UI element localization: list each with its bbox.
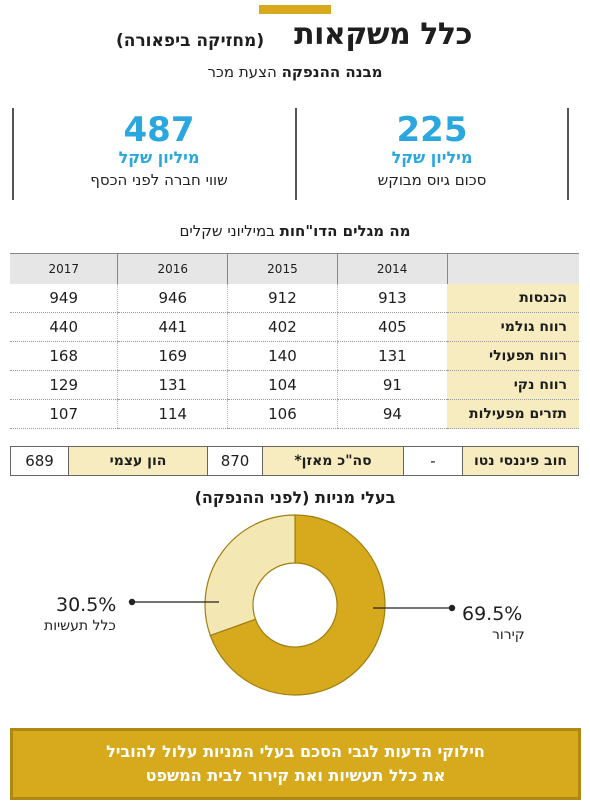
table-cell: 913 xyxy=(336,283,447,313)
table-heading-unit: במיליוני שקלים xyxy=(179,222,275,240)
table-cell: 946 xyxy=(117,283,228,313)
table-cell: 440 xyxy=(10,312,118,342)
slice-value-label: 69.5% xyxy=(462,603,523,625)
footer-line-1: חילוקי הדעות לגבי הסכם בעלי המניות עלול … xyxy=(106,742,485,761)
table-cell: 131 xyxy=(336,341,447,371)
net-debt-value: - xyxy=(403,447,463,475)
table-cell: 94 xyxy=(336,399,447,429)
financials-table: 2017 2016 2015 2014 949 946 912 913 הכנס… xyxy=(10,253,579,429)
year-header: 2014 xyxy=(336,253,447,284)
table-cell: 129 xyxy=(10,370,118,400)
table-cell: 402 xyxy=(227,312,338,342)
table-heading-bold: מה מגלים הדו"חות xyxy=(279,222,411,240)
table-row: 107 114 106 94 תזרים מפעילות xyxy=(10,399,579,429)
leader-dot xyxy=(448,604,456,612)
divider-middle xyxy=(295,108,297,200)
table-cell: 169 xyxy=(117,341,228,371)
stat-description: סכום גיוס מבוקש xyxy=(377,171,487,189)
stat-value: 487 xyxy=(123,110,195,150)
equity-label: הון עצמי xyxy=(69,447,207,475)
slice-value-label: 30.5% xyxy=(56,594,117,616)
table-cell: 441 xyxy=(117,312,228,342)
donut-slice xyxy=(209,514,386,696)
table-cell: 104 xyxy=(227,370,338,400)
offer-structure-label: מבנה ההנפקה xyxy=(281,63,383,81)
net-debt-label: חוב פיננסי נטו xyxy=(463,447,578,475)
row-label: רווח גולמי xyxy=(447,312,579,342)
stat-pre-money-value: 487 מיליון שקל שווי חברה לפני הכסף xyxy=(24,112,294,192)
stat-unit: מיליון שקל xyxy=(118,148,200,167)
table-cell: 405 xyxy=(336,312,447,342)
table-cell: 912 xyxy=(227,283,338,313)
row-label: הכנסות xyxy=(447,283,579,313)
slice-name-label: כלל תעשיות xyxy=(44,618,116,634)
offer-structure-line: מבנה ההנפקה הצעת מכר xyxy=(0,63,590,81)
stat-description: שווי חברה לפני הכסף xyxy=(90,171,228,189)
row-label: תזרים מפעילות xyxy=(447,399,579,429)
slice-name-label: קירור xyxy=(492,627,525,643)
table-cell: 106 xyxy=(227,399,338,429)
donut-slice xyxy=(204,514,296,637)
balance-strip: חוב פיננסי נטו - סה"כ מאזן* 870 הון עצמי… xyxy=(10,446,579,476)
stat-unit: מיליון שקל xyxy=(391,148,473,167)
leader-dot xyxy=(128,598,136,606)
equity-value: 689 xyxy=(11,447,69,475)
offer-type: הצעת מכר xyxy=(207,63,277,81)
accent-bar xyxy=(259,5,331,14)
year-header: 2017 xyxy=(10,253,118,284)
table-cell: 949 xyxy=(10,283,118,313)
page-title: כלל משקאות xyxy=(294,17,472,52)
table-cell: 131 xyxy=(117,370,228,400)
table-header-row: 2017 2016 2015 2014 xyxy=(10,253,579,284)
row-label: רווח תפעולי xyxy=(447,341,579,371)
total-balance-label: סה"כ מאזן* xyxy=(263,447,403,475)
footer-callout: חילוקי הדעות לגבי הסכם בעלי המניות עלול … xyxy=(10,728,581,800)
year-header: 2016 xyxy=(117,253,228,284)
divider-right xyxy=(567,108,569,200)
total-balance-value: 870 xyxy=(207,447,263,475)
table-cell: 168 xyxy=(10,341,118,371)
table-heading: מה מגלים הדו"חות במיליוני שקלים xyxy=(0,222,590,240)
table-row: 168 169 140 131 רווח תפעולי xyxy=(10,341,579,371)
divider-left xyxy=(12,108,14,200)
table-cell: 140 xyxy=(227,341,338,371)
row-label: רווח נקי xyxy=(447,370,579,400)
table-cell: 91 xyxy=(336,370,447,400)
stat-value: 225 xyxy=(396,110,468,150)
table-row: 129 131 104 91 רווח נקי xyxy=(10,370,579,400)
year-header: 2015 xyxy=(227,253,338,284)
footer-line-2: את כלל תעשיות ואת קירור לבית המשפט xyxy=(145,766,446,785)
table-cell: 107 xyxy=(10,399,118,429)
stat-raise-amount: 225 מיליון שקל סכום גיוס מבוקש xyxy=(297,112,567,192)
page-subtitle: (מחזיקה ביפאורה) xyxy=(116,31,265,51)
table-row: 440 441 402 405 רווח גולמי xyxy=(10,312,579,342)
table-cell: 114 xyxy=(117,399,228,429)
table-row: 949 946 912 913 הכנסות xyxy=(10,283,579,313)
header-corner xyxy=(446,253,579,284)
chart-title: בעלי מניות (לפני ההנפקה) xyxy=(194,488,396,507)
